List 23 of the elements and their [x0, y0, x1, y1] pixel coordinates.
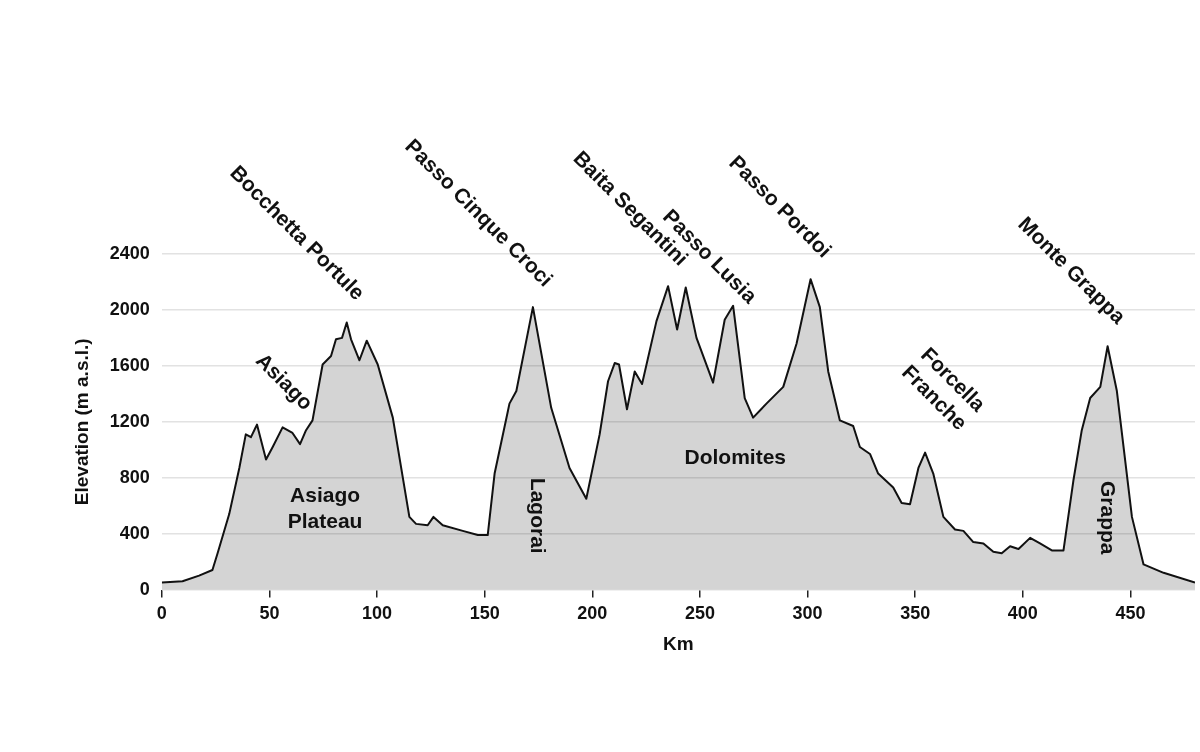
annotation: Dolomites	[684, 444, 786, 468]
annotation: Grappa	[1097, 481, 1121, 555]
x-tick-label: 250	[684, 603, 715, 624]
y-tick-label: 2000	[109, 298, 150, 319]
y-tick-label: 0	[139, 578, 150, 599]
x-axis-title: Km	[663, 632, 694, 654]
y-tick-label: 2400	[109, 242, 150, 263]
annotation: Asiago Plateau	[287, 482, 363, 532]
x-tick-label: 450	[1115, 603, 1146, 624]
x-tick-label: 100	[362, 603, 393, 624]
x-tick-label: 400	[1007, 603, 1038, 624]
y-tick-label: 800	[119, 466, 150, 487]
y-tick-label: 1600	[109, 354, 150, 375]
x-tick-label: 350	[900, 603, 931, 624]
x-tick-label: 50	[259, 603, 280, 624]
x-tick-label: 0	[156, 603, 167, 624]
y-tick-label: 400	[119, 522, 150, 543]
y-axis-title: Elevation (m a.s.l.)	[70, 338, 92, 506]
x-tick-label: 200	[577, 603, 608, 624]
x-tick-label: 300	[792, 603, 823, 624]
annotation: Lagorai	[527, 477, 551, 554]
x-tick-label: 150	[469, 603, 500, 624]
y-tick-label: 1200	[109, 410, 150, 431]
